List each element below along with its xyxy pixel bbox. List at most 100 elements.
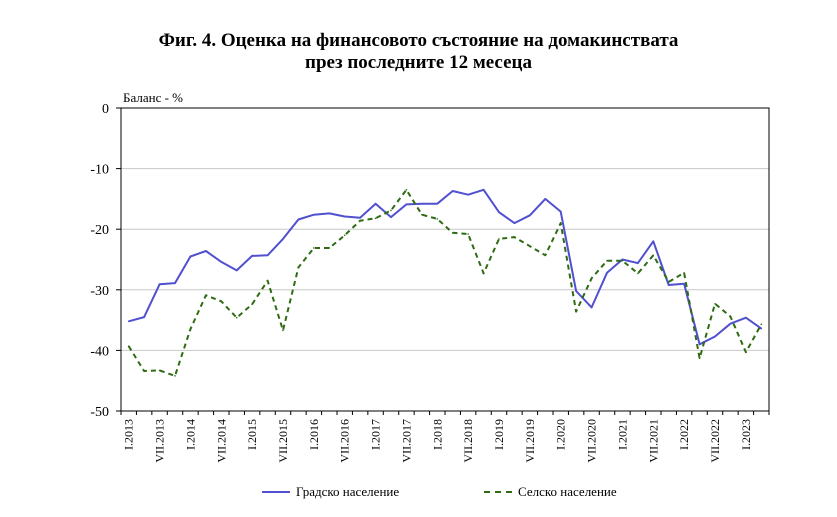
data-point-village	[606, 259, 608, 262]
data-point-village	[266, 279, 269, 282]
data-point-village	[667, 281, 670, 283]
legend-label-city: Градско население	[296, 484, 400, 499]
series-line-village	[127, 188, 763, 377]
chart-title-line1: Фиг. 4. Оценка на финансовото състояние …	[158, 30, 679, 51]
data-point-village	[143, 370, 145, 372]
legend: Градско население Селско население	[262, 484, 662, 506]
data-point-village	[282, 329, 284, 332]
data-point-city	[714, 335, 716, 338]
data-point-village	[328, 247, 331, 249]
legend-label-village: Селско население	[518, 484, 617, 499]
x-tick-label: VII.2018	[461, 419, 475, 463]
legend-swatch-dashed-line	[484, 491, 512, 493]
data-point-village	[220, 300, 223, 303]
x-tick-label: VII.2019	[523, 419, 537, 463]
x-tick-label: I.2019	[492, 419, 506, 450]
data-point-city	[158, 283, 161, 286]
data-point-city	[698, 343, 701, 346]
data-point-city	[328, 212, 331, 215]
legend-swatch-solid-line	[262, 491, 290, 493]
data-point-village	[760, 323, 763, 326]
series-line-city	[128, 188, 762, 346]
x-tick-label: VII.2017	[399, 419, 413, 463]
x-tick-label: I.2013	[122, 419, 136, 450]
data-point-village	[559, 222, 562, 224]
data-point-city	[529, 214, 531, 217]
legend-item-village: Селско население	[484, 484, 617, 500]
data-point-city	[621, 258, 624, 261]
chart-title-line2: през последните 12 месеца	[305, 52, 532, 73]
data-point-village	[205, 294, 207, 297]
data-point-city	[313, 213, 315, 216]
x-tick-label: VII.2013	[153, 419, 167, 463]
data-point-city	[760, 327, 763, 330]
data-point-city	[421, 202, 423, 205]
data-point-village	[513, 236, 516, 238]
data-point-city	[174, 282, 176, 284]
legend-item-city: Градско население	[262, 484, 399, 500]
data-point-village	[698, 357, 701, 360]
data-point-village	[297, 266, 300, 269]
data-point-city	[359, 216, 361, 219]
data-point-village	[529, 245, 531, 247]
data-point-city	[606, 272, 608, 274]
data-point-village	[590, 277, 593, 280]
data-point-village	[637, 272, 639, 275]
data-point-village	[127, 345, 130, 347]
x-tick-label: I.2021	[615, 419, 629, 450]
data-point-village	[652, 254, 655, 257]
data-point-city	[405, 203, 408, 206]
data-point-village	[343, 234, 346, 237]
data-point-village	[729, 315, 732, 318]
y-tick-label: -40	[90, 344, 109, 359]
data-point-village	[421, 213, 423, 216]
data-point-village	[451, 232, 454, 234]
data-point-village	[714, 302, 716, 305]
data-point-city	[251, 255, 253, 257]
x-tick-label: I.2014	[183, 419, 197, 450]
chart-title: Фиг. 4. Оценка на финансовото състояние …	[0, 30, 837, 74]
data-point-city	[590, 306, 593, 309]
data-point-city	[637, 262, 639, 264]
data-point-city	[482, 189, 485, 191]
data-point-city	[297, 218, 300, 221]
data-point-city	[343, 215, 346, 218]
data-point-city	[667, 284, 670, 286]
data-point-city	[374, 202, 377, 205]
data-point-city	[467, 193, 469, 196]
data-point-village	[405, 189, 408, 191]
data-point-village	[313, 247, 315, 249]
data-point-city	[498, 211, 500, 214]
x-tick-label: I.2023	[739, 419, 753, 450]
y-tick-label: -20	[90, 223, 109, 238]
data-point-city	[282, 238, 284, 240]
data-point-city	[220, 261, 223, 263]
x-tick-label: VII.2020	[585, 419, 599, 463]
data-point-village	[390, 209, 392, 212]
data-point-village	[158, 369, 161, 372]
y-tick-label: -30	[90, 284, 109, 299]
data-point-village	[359, 219, 361, 222]
data-point-village	[683, 272, 685, 274]
data-point-city	[652, 240, 655, 243]
y-axis-label: Баланс - %	[123, 90, 183, 105]
data-point-city	[266, 254, 269, 257]
data-point-village	[189, 328, 192, 330]
x-tick-label: I.2022	[677, 419, 691, 450]
data-point-village	[467, 233, 469, 235]
x-tick-label: I.2015	[245, 419, 259, 450]
x-tick-label: I.2018	[430, 419, 444, 450]
data-point-village	[575, 310, 577, 313]
data-point-village	[436, 218, 439, 220]
x-tick-label: VII.2021	[646, 419, 660, 463]
data-point-city	[575, 290, 577, 292]
data-point-city	[513, 222, 516, 224]
x-tick-label: I.2016	[307, 419, 321, 450]
data-point-village	[374, 217, 377, 220]
x-tick-label: VII.2022	[708, 419, 722, 463]
data-point-city	[235, 269, 238, 272]
y-tick-label: 0	[102, 102, 109, 117]
x-tick-label: VII.2015	[276, 419, 290, 463]
data-point-city	[559, 210, 562, 213]
